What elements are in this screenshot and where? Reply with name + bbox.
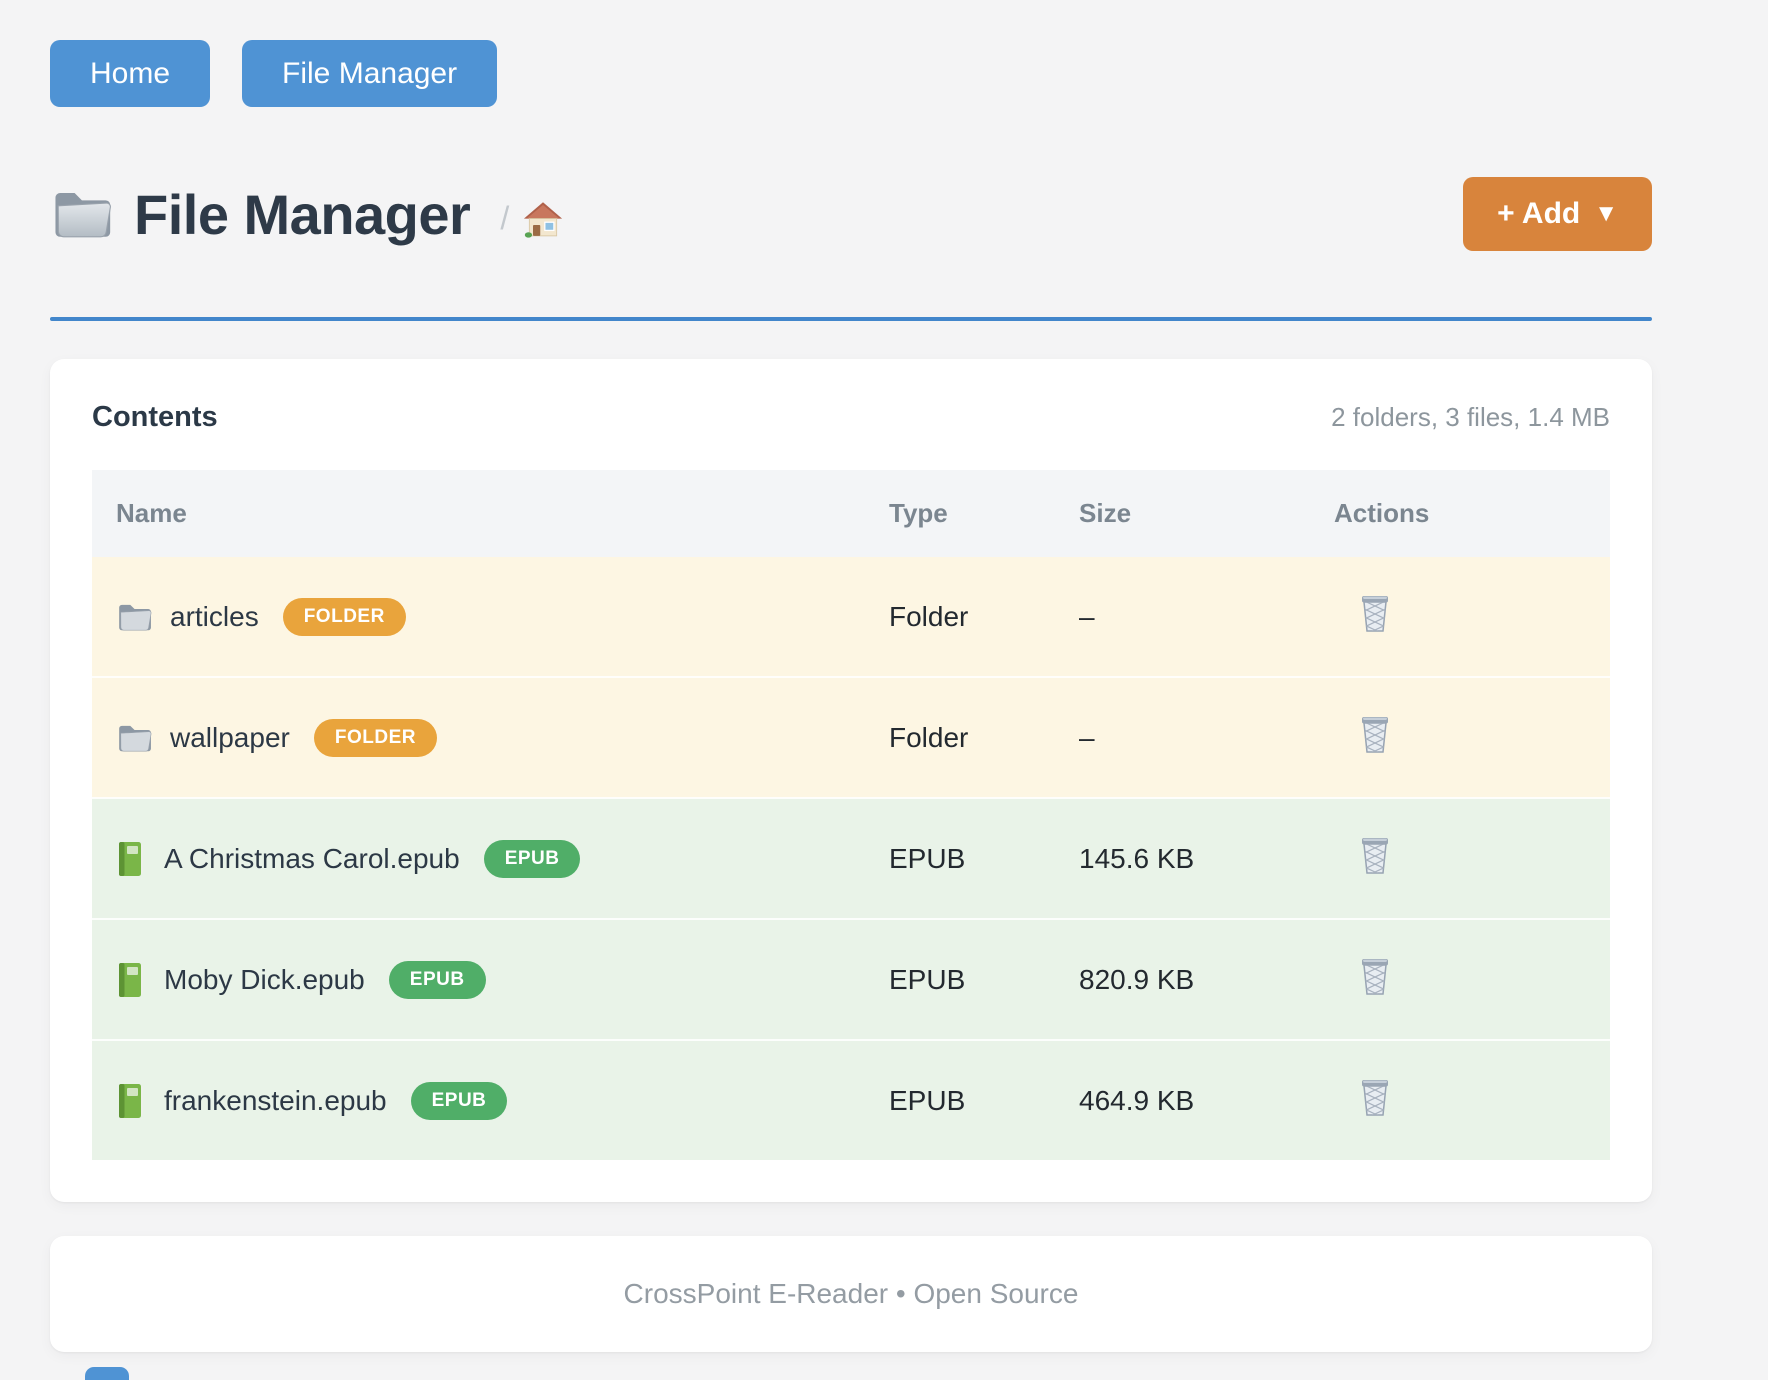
table-row[interactable]: Moby Dick.epub EPUB EPUB 820.9 KB bbox=[92, 919, 1610, 1040]
file-type: Folder bbox=[889, 721, 969, 753]
folder-icon bbox=[50, 188, 112, 240]
delete-button[interactable] bbox=[1358, 956, 1392, 996]
delete-button[interactable] bbox=[1358, 1077, 1392, 1117]
home-icon[interactable] bbox=[523, 201, 563, 238]
footer-text: CrossPoint E-Reader • Open Source bbox=[623, 1278, 1079, 1309]
add-button[interactable]: + Add ▼ bbox=[1463, 177, 1652, 251]
caret-down-icon: ▼ bbox=[1594, 200, 1618, 227]
column-header-type: Type bbox=[889, 498, 948, 528]
file-size: – bbox=[1079, 600, 1095, 632]
file-type: EPUB bbox=[889, 963, 966, 995]
file-badge: EPUB bbox=[483, 839, 581, 878]
folder-icon bbox=[116, 602, 152, 632]
add-button-label: + Add bbox=[1497, 197, 1581, 230]
green-book-icon bbox=[116, 962, 146, 998]
partial-bottom-button[interactable] bbox=[85, 1367, 129, 1380]
table-row[interactable]: wallpaper FOLDER Folder – bbox=[92, 677, 1610, 798]
table-row[interactable]: A Christmas Carol.epub EPUB EPUB 145.6 K… bbox=[92, 798, 1610, 919]
column-header-size: Size bbox=[1079, 498, 1132, 528]
file-name[interactable]: Moby Dick.epub bbox=[164, 963, 365, 995]
trash-icon bbox=[1358, 714, 1392, 754]
file-size: 145.6 KB bbox=[1079, 842, 1195, 874]
green-book-icon bbox=[116, 1083, 146, 1119]
file-type: EPUB bbox=[889, 842, 966, 874]
table-header-row: Name Type Size Actions bbox=[92, 470, 1610, 557]
file-type: EPUB bbox=[889, 1084, 966, 1116]
file-badge: FOLDER bbox=[313, 718, 437, 757]
delete-button[interactable] bbox=[1358, 593, 1392, 633]
contents-title: Contents bbox=[92, 401, 218, 433]
title-group: File Manager / bbox=[50, 182, 563, 247]
trash-icon bbox=[1358, 956, 1392, 996]
contents-summary: 2 folders, 3 files, 1.4 MB bbox=[1331, 402, 1610, 432]
delete-button[interactable] bbox=[1358, 714, 1392, 754]
column-header-name: Name bbox=[116, 498, 187, 528]
breadcrumb-separator: / bbox=[500, 199, 510, 236]
trash-icon bbox=[1358, 593, 1392, 633]
contents-card: Contents 2 folders, 3 files, 1.4 MB Name… bbox=[50, 359, 1652, 1202]
file-type: Folder bbox=[889, 600, 969, 632]
table-row[interactable]: frankenstein.epub EPUB EPUB 464.9 KB bbox=[92, 1040, 1610, 1160]
home-button[interactable]: Home bbox=[50, 40, 211, 107]
header-divider bbox=[50, 317, 1652, 321]
green-book-icon bbox=[116, 841, 146, 877]
folder-icon bbox=[116, 723, 152, 753]
trash-icon bbox=[1358, 1077, 1392, 1117]
file-badge: FOLDER bbox=[282, 597, 406, 636]
file-size: 820.9 KB bbox=[1079, 963, 1195, 995]
top-nav: Home File Manager bbox=[50, 0, 1652, 107]
page: Home File Manager File Manager / bbox=[50, 0, 1652, 1352]
file-table: Name Type Size Actions bbox=[92, 470, 1610, 1160]
file-size: 464.9 KB bbox=[1079, 1084, 1195, 1116]
file-badge: EPUB bbox=[410, 1081, 508, 1120]
column-header-actions: Actions bbox=[1334, 498, 1430, 528]
footer-card: CrossPoint E-Reader • Open Source bbox=[50, 1236, 1652, 1352]
trash-icon bbox=[1358, 835, 1392, 875]
file-name[interactable]: frankenstein.epub bbox=[164, 1084, 387, 1116]
table-row[interactable]: articles FOLDER Folder – bbox=[92, 557, 1610, 677]
file-name[interactable]: articles bbox=[170, 600, 259, 632]
file-badge: EPUB bbox=[388, 960, 486, 999]
page-header: File Manager / + Add ▼ bbox=[50, 177, 1652, 251]
delete-button[interactable] bbox=[1358, 835, 1392, 875]
file-name[interactable]: wallpaper bbox=[170, 721, 290, 753]
file-size: – bbox=[1079, 721, 1095, 753]
page-title: File Manager bbox=[134, 182, 471, 246]
file-name[interactable]: A Christmas Carol.epub bbox=[164, 842, 460, 874]
file-table-body: articles FOLDER Folder – bbox=[92, 557, 1610, 1160]
file-manager-button[interactable]: File Manager bbox=[242, 40, 498, 107]
